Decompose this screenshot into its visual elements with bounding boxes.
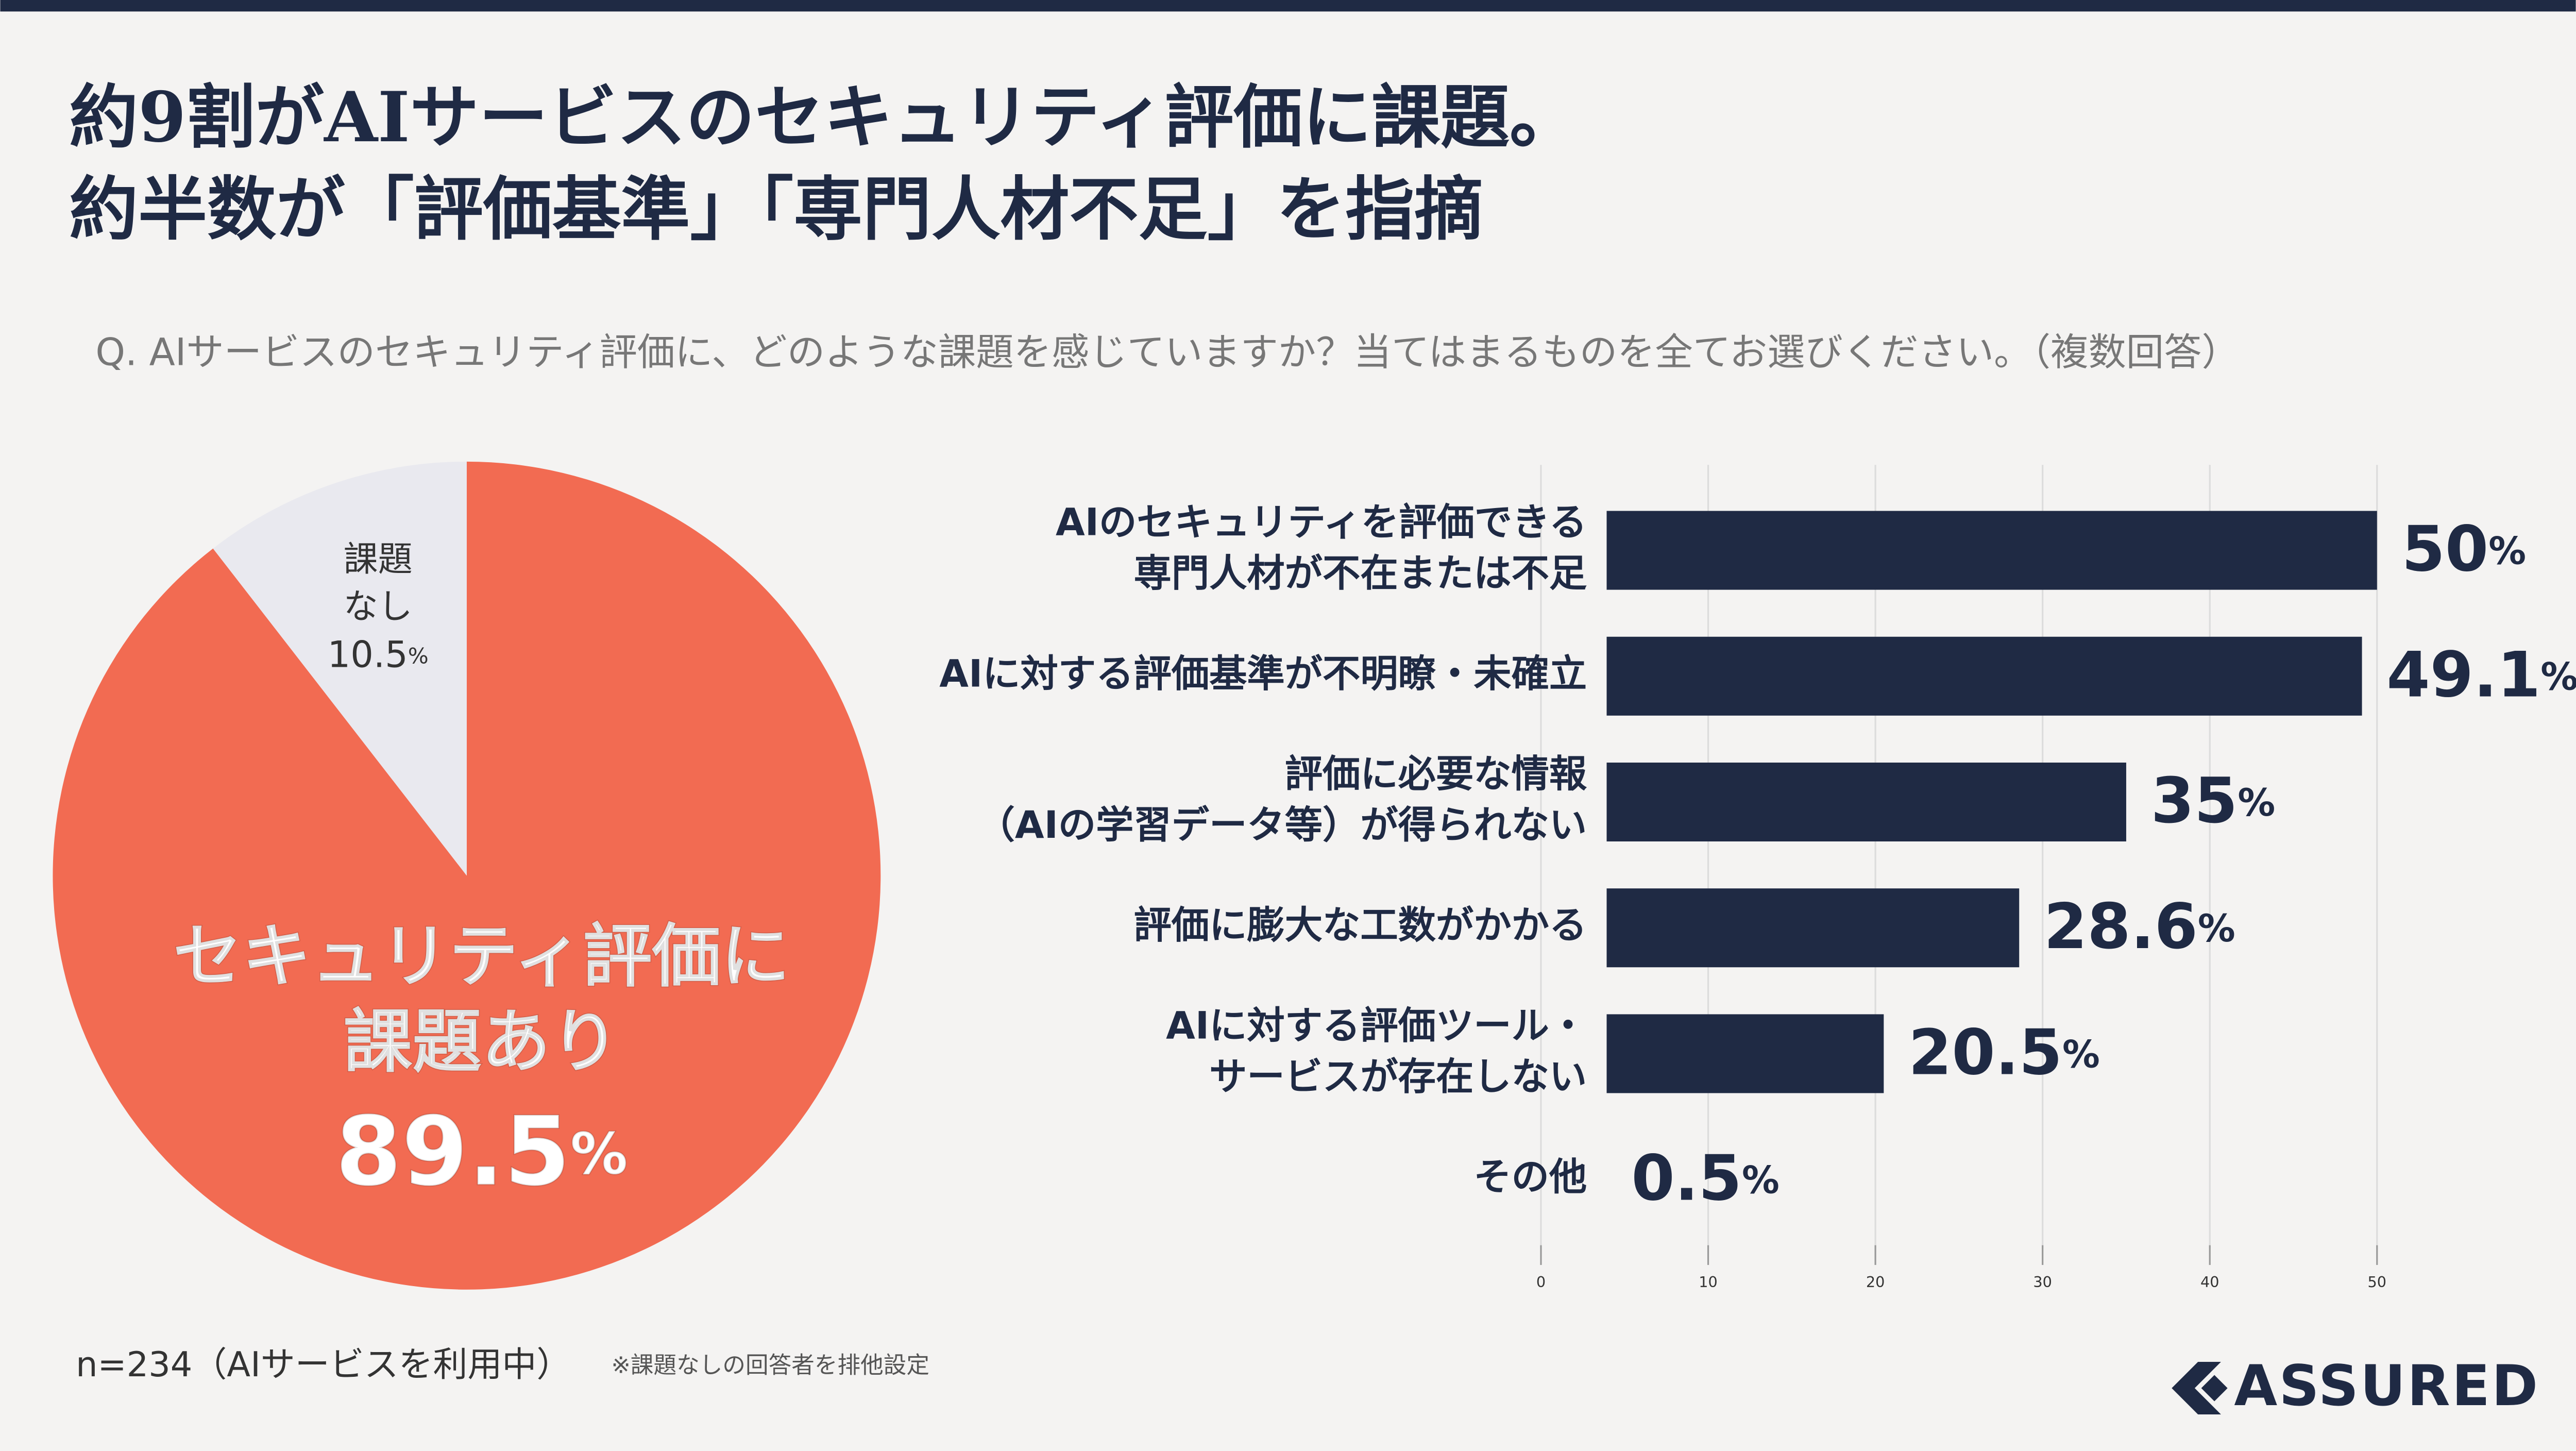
title: 約9割がAIサービスのセキュリティ評価に課題。 bbox=[69, 76, 1578, 158]
bar bbox=[1606, 888, 2020, 968]
value-label: 49.1% bbox=[2386, 639, 2576, 712]
value-label: 20.5% bbox=[1908, 1016, 2100, 1089]
x-tick-label: 20 bbox=[1866, 1273, 1885, 1291]
sample-size: n=234（AIサービスを利用中） bbox=[76, 1344, 571, 1385]
category-label: その他 bbox=[1473, 1155, 1587, 1199]
bar bbox=[1606, 762, 2126, 842]
x-tick-label: 40 bbox=[2200, 1273, 2219, 1291]
title: 約半数が「評価基準」「専門人材不足」を指摘 bbox=[69, 168, 1483, 250]
bars bbox=[1606, 511, 2377, 1093]
bar bbox=[1606, 1014, 1884, 1093]
value-label: 28.6% bbox=[2044, 890, 2235, 963]
category-label: AIに対する評価基準が不明瞭・未確立 bbox=[939, 652, 1587, 696]
logo-text: ASSURED bbox=[2234, 1353, 2539, 1419]
footnote: ※課題なしの回答者を排他設定 bbox=[611, 1352, 929, 1379]
pie-label: 課題なし bbox=[344, 538, 413, 626]
bar bbox=[1606, 511, 2377, 590]
value-label: 0.5% bbox=[1631, 1142, 1779, 1215]
top-bar bbox=[0, 0, 2576, 12]
category-label: 評価に膨大な工数がかかる bbox=[1133, 904, 1587, 948]
pie-value-label: 10.5% bbox=[328, 633, 429, 676]
value-label: 50% bbox=[2402, 513, 2526, 586]
category-label: AIに対する評価ツール・サービスが存在しない bbox=[1166, 1004, 1587, 1099]
category-label: AIのセキュリティを評価できる専門人材が不在または不足 bbox=[1056, 501, 1587, 596]
question: Q. AIサービスのセキュリティ評価に、どのような課題を感じていますか？当てはま… bbox=[95, 331, 2239, 375]
logo: ASSURED bbox=[2172, 1353, 2539, 1419]
pie-value-label: 89.5% bbox=[335, 1095, 628, 1207]
x-tick-label: 10 bbox=[1699, 1273, 1718, 1291]
pie-slice bbox=[53, 461, 881, 1290]
bar bbox=[1606, 636, 2362, 716]
x-tick-label: 30 bbox=[2033, 1273, 2052, 1291]
logo-icon bbox=[2172, 1362, 2228, 1415]
pie-slice bbox=[213, 461, 467, 876]
x-tick-label: 50 bbox=[2368, 1273, 2387, 1291]
pie-label: セキュリティ評価に課題あり bbox=[173, 916, 790, 1082]
category-label: 評価に必要な情報（AIの学習データ等）が得られない bbox=[977, 752, 1587, 847]
value-label: 35% bbox=[2151, 765, 2275, 837]
x-tick-label: 0 bbox=[1536, 1273, 1546, 1291]
